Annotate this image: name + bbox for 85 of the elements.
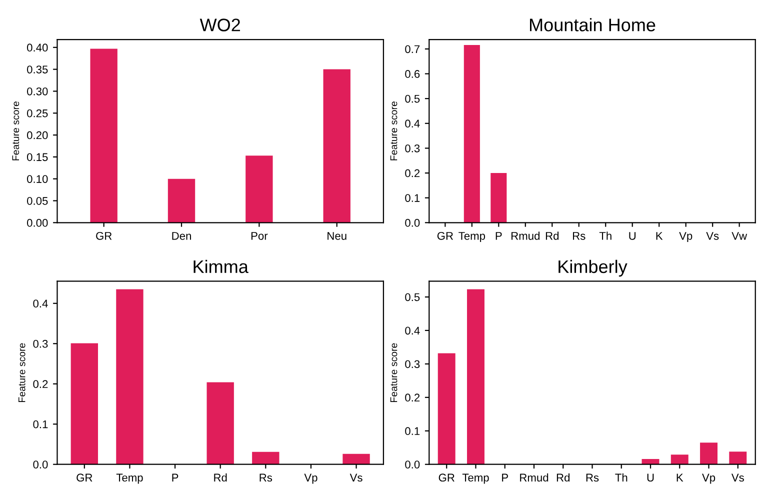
x-tick-label: Vw bbox=[732, 232, 748, 240]
y-tick-label: 0.3 bbox=[405, 360, 420, 368]
y-tick-label: 0.2 bbox=[405, 169, 420, 178]
chart-title: Mountain Home bbox=[530, 18, 656, 32]
bar bbox=[670, 454, 688, 464]
y-axis-title: Feature score bbox=[390, 343, 398, 402]
x-tick-label: GR bbox=[76, 474, 92, 482]
x-tick-label: GR bbox=[96, 232, 112, 240]
y-tick-label: 0.25 bbox=[27, 109, 48, 118]
x-tick-label: Rmud bbox=[520, 473, 548, 482]
bar bbox=[342, 454, 370, 464]
y-tick-label: 0.0 bbox=[405, 218, 420, 227]
y-tick-label: 0.0 bbox=[405, 460, 420, 468]
y-tick-label: 0.05 bbox=[27, 197, 48, 205]
y-tick-label: 0.7 bbox=[405, 45, 420, 54]
y-tick-label: 0.30 bbox=[27, 87, 48, 96]
x-tick-label: Vs bbox=[731, 474, 744, 482]
chart-title: Kimma bbox=[194, 260, 248, 274]
y-tick-label: 0.4 bbox=[405, 120, 420, 128]
x-tick-label: Rd bbox=[546, 232, 559, 240]
y-axis-title: Feature score bbox=[18, 343, 26, 402]
y-tick-label: 0.6 bbox=[405, 70, 420, 78]
chart-title: Kimberly bbox=[558, 260, 628, 277]
bar bbox=[252, 452, 280, 464]
y-tick-label: 0.5 bbox=[405, 293, 420, 302]
y-axis-title: Feature score bbox=[12, 102, 20, 160]
y-tick-label: 0.15 bbox=[27, 153, 48, 162]
bar bbox=[116, 289, 144, 464]
x-tick-label: Rs bbox=[573, 232, 586, 240]
bar bbox=[642, 459, 660, 464]
x-tick-label: K bbox=[656, 232, 663, 240]
x-tick-label: Th bbox=[599, 232, 612, 240]
y-tick-label: 0.3 bbox=[405, 144, 420, 152]
bar bbox=[70, 343, 98, 464]
x-tick-label: P bbox=[502, 474, 508, 482]
y-tick-label: 0.3 bbox=[33, 340, 48, 348]
y-tick-label: 0.40 bbox=[27, 44, 48, 52]
bar bbox=[90, 48, 118, 223]
x-tick-label: Vp bbox=[304, 474, 318, 484]
bar bbox=[168, 178, 196, 223]
bar bbox=[323, 69, 350, 223]
y-tick-label: 0.1 bbox=[405, 427, 420, 436]
x-tick-label: Rd bbox=[214, 473, 227, 482]
x-tick-label: Por bbox=[251, 232, 268, 240]
x-tick-label: P bbox=[172, 474, 178, 482]
bar bbox=[246, 156, 273, 223]
bar bbox=[467, 289, 484, 464]
y-tick-label: 0.5 bbox=[405, 94, 420, 103]
y-tick-label: 0.00 bbox=[27, 218, 48, 227]
x-tick-label: GR bbox=[438, 474, 454, 482]
x-tick-label: Vs bbox=[706, 232, 719, 240]
x-tick-label: Rs bbox=[260, 474, 272, 482]
y-tick-label: 0.10 bbox=[27, 175, 48, 183]
x-tick-label: Rmud bbox=[511, 232, 540, 240]
x-tick-label: P bbox=[496, 232, 502, 240]
y-axis-title: Feature score bbox=[390, 102, 398, 160]
x-tick-label: Den bbox=[172, 232, 191, 240]
bar bbox=[438, 353, 456, 464]
x-tick-label: Rs bbox=[586, 474, 599, 482]
x-tick-label: Rd bbox=[556, 473, 570, 482]
bar bbox=[729, 452, 747, 464]
x-tick-label: Neu bbox=[328, 232, 346, 240]
x-tick-label: Vp bbox=[702, 474, 716, 484]
y-tick-label: 0.1 bbox=[33, 420, 48, 428]
x-tick-label: Vp bbox=[679, 232, 692, 242]
y-tick-label: 0.4 bbox=[33, 300, 48, 308]
x-tick-label: K bbox=[676, 474, 684, 482]
x-tick-label: Temp bbox=[458, 232, 486, 242]
y-tick-label: 0.0 bbox=[33, 460, 48, 468]
x-tick-label: U bbox=[629, 232, 636, 240]
y-tick-label: 0.1 bbox=[405, 194, 420, 202]
x-tick-label: Vs bbox=[350, 474, 362, 482]
chart-title: WO2 bbox=[200, 18, 240, 32]
y-tick-label: 0.35 bbox=[27, 66, 48, 74]
y-tick-label: 0.4 bbox=[405, 326, 420, 335]
y-tick-label: 0.2 bbox=[33, 380, 48, 388]
x-tick-label: GR bbox=[437, 232, 453, 240]
x-tick-label: Th bbox=[615, 473, 628, 482]
x-tick-label: Temp bbox=[116, 474, 143, 484]
y-tick-label: 0.20 bbox=[27, 131, 48, 140]
bar bbox=[206, 382, 234, 464]
y-tick-label: 0.2 bbox=[405, 394, 420, 402]
x-tick-label: U bbox=[647, 474, 654, 482]
bar bbox=[700, 442, 718, 464]
x-tick-label: Temp bbox=[462, 474, 489, 484]
